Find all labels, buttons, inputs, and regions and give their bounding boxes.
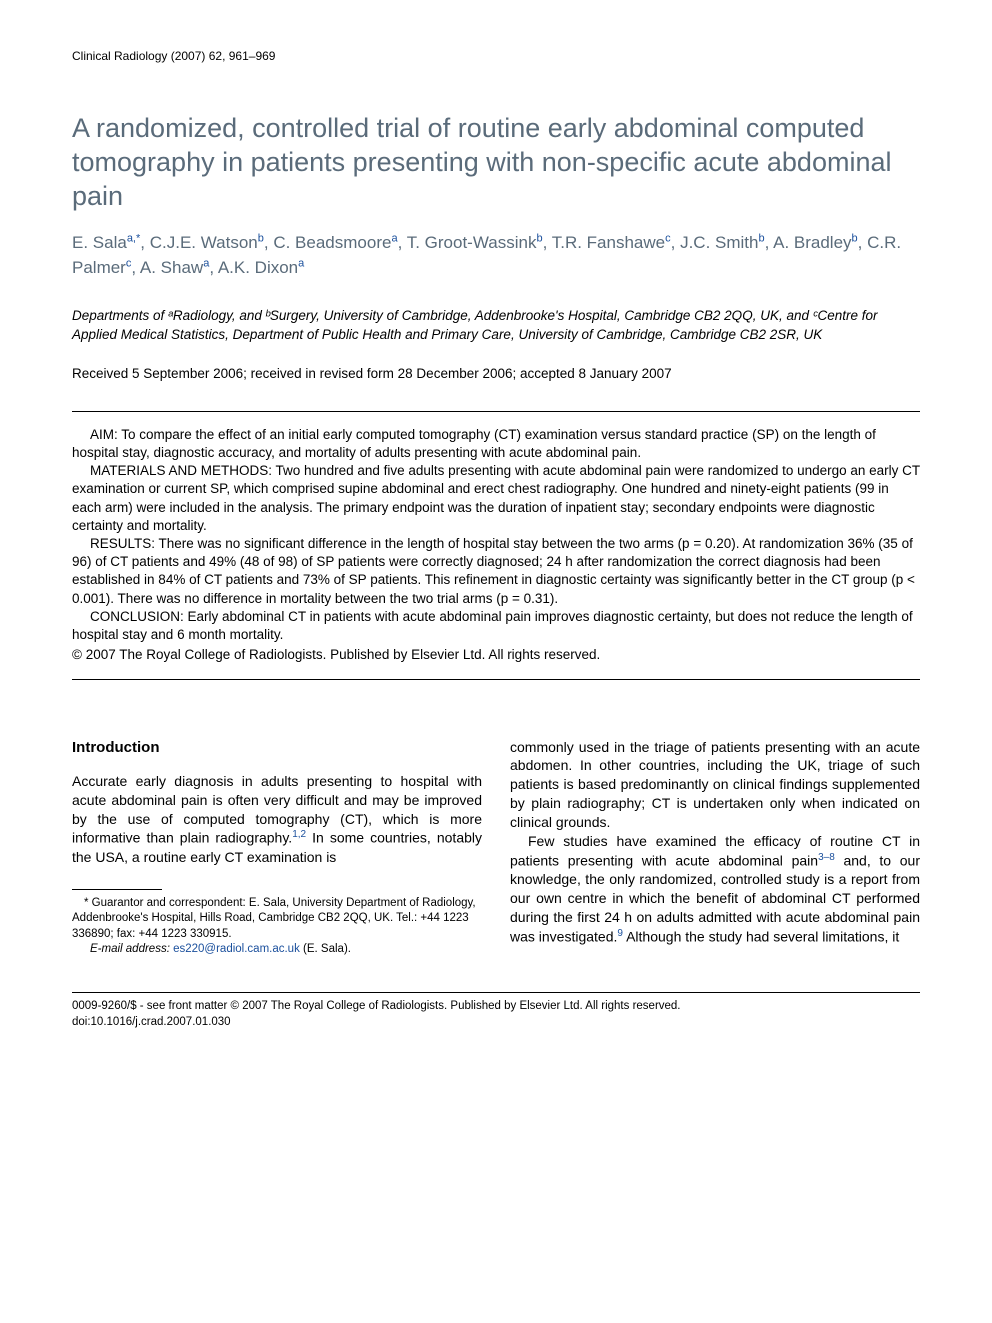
column-left: Introduction Accurate early diagnosis in… <box>72 738 482 958</box>
reference-link-1-2[interactable]: 1,2 <box>292 829 306 840</box>
body-columns: Introduction Accurate early diagnosis in… <box>72 738 920 958</box>
footnote-rule <box>72 889 162 890</box>
corresponding-author-link[interactable]: * <box>136 233 140 245</box>
footnote-correspondent: * Guarantor and correspondent: E. Sala, … <box>72 896 482 943</box>
abstract-results: RESULTS: There was no significant differ… <box>72 535 920 608</box>
column-right: commonly used in the triage of patients … <box>510 738 920 958</box>
abstract-methods: MATERIALS AND METHODS: Two hundred and f… <box>72 462 920 535</box>
email-link[interactable]: es220@radiol.cam.ac.uk <box>173 943 300 955</box>
article-dates: Received 5 September 2006; received in r… <box>72 365 920 383</box>
reference-link-3-8[interactable]: 3–8 <box>818 852 835 863</box>
introduction-heading: Introduction <box>72 738 482 758</box>
journal-reference: Clinical Radiology (2007) 62, 961–969 <box>72 48 920 64</box>
corresponding-author-footnote: * Guarantor and correspondent: E. Sala, … <box>72 896 482 958</box>
author: A. Bradleyb <box>773 233 858 252</box>
author: T.R. Fanshawec <box>552 233 671 252</box>
author: C. Beadsmoorea <box>273 233 397 252</box>
footer-doi: doi:10.1016/j.crad.2007.01.030 <box>72 1015 920 1031</box>
abstract-conclusion: CONCLUSION: Early abdominal CT in patien… <box>72 608 920 644</box>
intro-paragraph-1-cont: commonly used in the triage of patients … <box>510 738 920 832</box>
author: T. Groot-Wassinkb <box>407 233 543 252</box>
abstract-divider-top <box>72 411 920 412</box>
affiliations: Departments of ᵃRadiology, and ᵇSurgery,… <box>72 307 920 345</box>
article-title: A randomized, controlled trial of routin… <box>72 112 920 213</box>
author: J.C. Smithb <box>680 233 765 252</box>
footer-copyright: 0009-9260/$ - see front matter © 2007 Th… <box>72 999 920 1015</box>
author: A. Shawa <box>140 258 209 277</box>
author: C.J.E. Watsonb <box>150 233 264 252</box>
abstract-divider-bottom <box>72 679 920 680</box>
author: A.K. Dixona <box>218 258 304 277</box>
page-footer: 0009-9260/$ - see front matter © 2007 Th… <box>72 999 920 1030</box>
footnote-email-line: E-mail address: es220@radiol.cam.ac.uk (… <box>72 942 482 958</box>
abstract-copyright: © 2007 The Royal College of Radiologists… <box>72 646 920 664</box>
page-footer-rule <box>72 992 920 993</box>
abstract-aim: AIM: To compare the effect of an initial… <box>72 426 920 462</box>
author: E. Salaa,* <box>72 233 140 252</box>
abstract: AIM: To compare the effect of an initial… <box>72 426 920 645</box>
intro-paragraph-2: Few studies have examined the efficacy o… <box>510 832 920 947</box>
intro-paragraph-1: Accurate early diagnosis in adults prese… <box>72 772 482 867</box>
author-list: E. Salaa,*, C.J.E. Watsonb, C. Beadsmoor… <box>72 231 920 280</box>
